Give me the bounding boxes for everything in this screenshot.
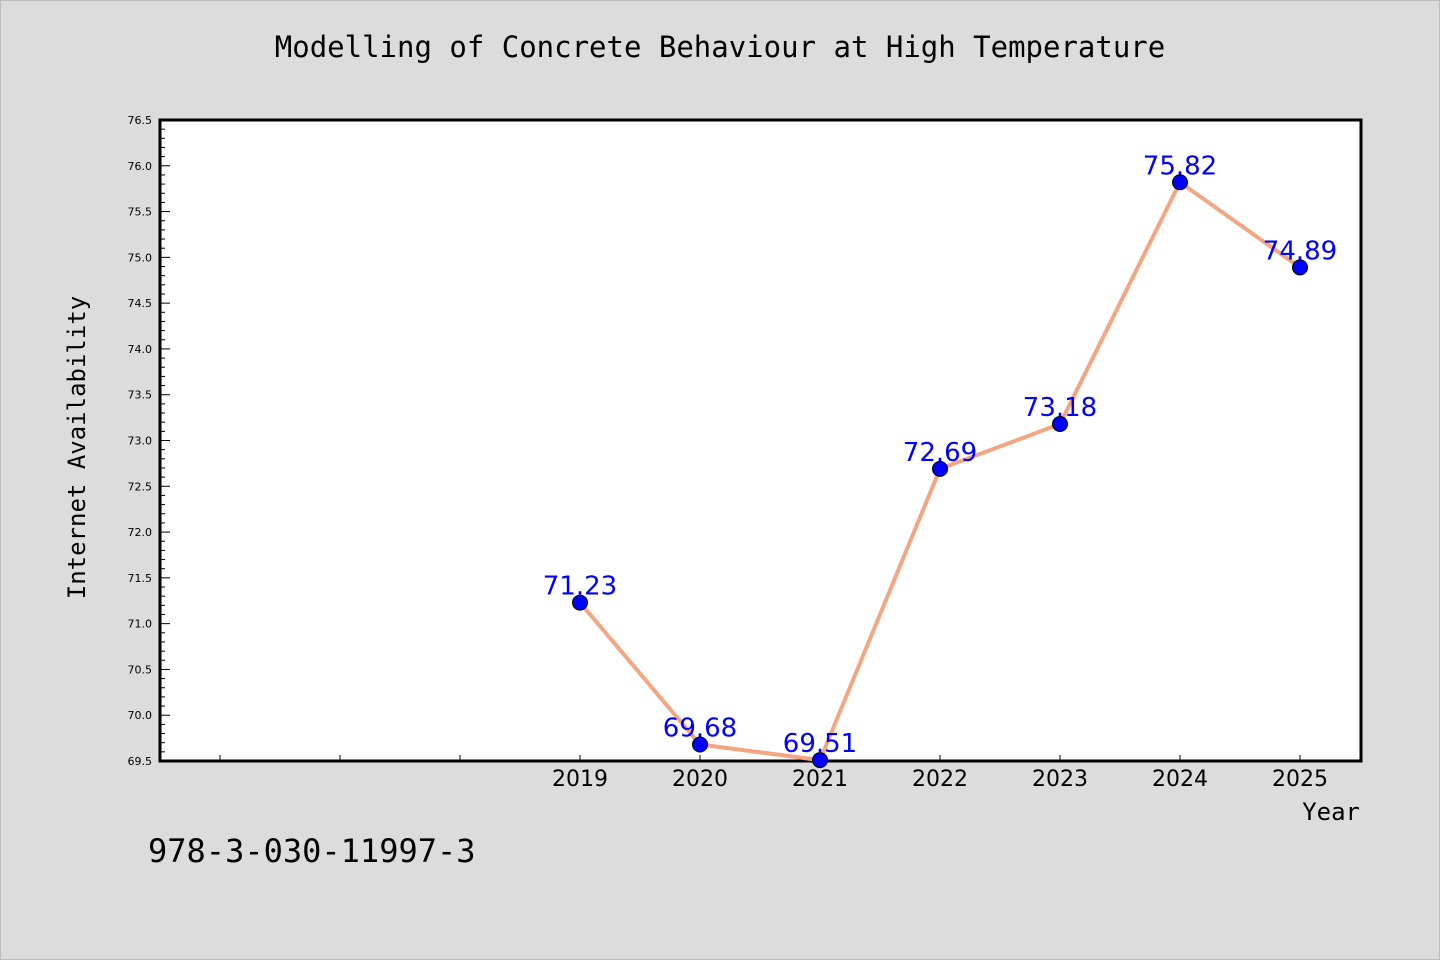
y-tick-label: 73.0: [128, 435, 153, 448]
y-tick-label: 75.0: [128, 251, 153, 264]
chart-title: Modelling of Concrete Behaviour at High …: [274, 30, 1166, 64]
x-tick-label: 2022: [912, 767, 968, 792]
data-label: 71.23: [543, 572, 617, 602]
y-tick-label: 76.0: [128, 160, 153, 173]
x-tick-label: 2023: [1032, 767, 1088, 792]
y-tick-label: 71.5: [128, 572, 153, 585]
data-label: 74.89: [1263, 236, 1337, 266]
data-point: [1292, 259, 1308, 276]
y-tick-label: 70.0: [128, 709, 153, 722]
y-tick-label: 70.5: [128, 663, 153, 676]
data-label: 75.82: [1143, 151, 1217, 181]
y-tick-label: 72.5: [128, 480, 153, 493]
data-point: [932, 460, 948, 477]
data-point: [692, 736, 708, 753]
data-label: 69.51: [783, 729, 857, 759]
y-axis: 69.5 70.0 70.5 71.0 71.5 72.0 72.5 73.0 73.5 74.0…: [128, 114, 170, 768]
x-tick-label: 2024: [1152, 767, 1208, 792]
x-tick-label: 2021: [792, 767, 848, 792]
x-axis-label: Year: [1302, 798, 1360, 826]
data-point: [1172, 174, 1188, 191]
data-label: 73.18: [1023, 393, 1097, 423]
x-tick-label: 2020: [672, 767, 728, 792]
series: [572, 174, 1308, 769]
plot-area: [158, 118, 1363, 763]
x-tick-label: 2025: [1272, 767, 1328, 792]
y-tick-label: 74.5: [128, 297, 153, 310]
data-point: [812, 752, 828, 769]
y-tick-label: 69.5: [128, 755, 153, 768]
isbn-text: 978-3-030-11997-3: [148, 832, 476, 870]
data-label: 72.69: [903, 438, 977, 468]
x-axis: 2019 2020 2021 2022 2023 2024 2025: [219, 755, 1328, 792]
data-point: [1052, 416, 1068, 433]
data-point: [572, 594, 588, 611]
y-tick-label: 76.5: [128, 114, 153, 127]
data-labels: 71.23 69.68 69.51 72.69 73.18 75.82 74.89: [543, 151, 1337, 759]
data-label: 69.68: [663, 714, 737, 744]
y-axis-label: Internet Availability: [63, 296, 91, 599]
x-tick-label: 2019: [552, 767, 608, 792]
y-tick-label: 71.0: [128, 618, 153, 631]
y-tick-label: 73.5: [128, 389, 153, 402]
y-tick-label: 75.5: [128, 206, 153, 219]
y-tick-label: 72.0: [128, 526, 153, 539]
y-tick-label: 74.0: [128, 343, 153, 356]
